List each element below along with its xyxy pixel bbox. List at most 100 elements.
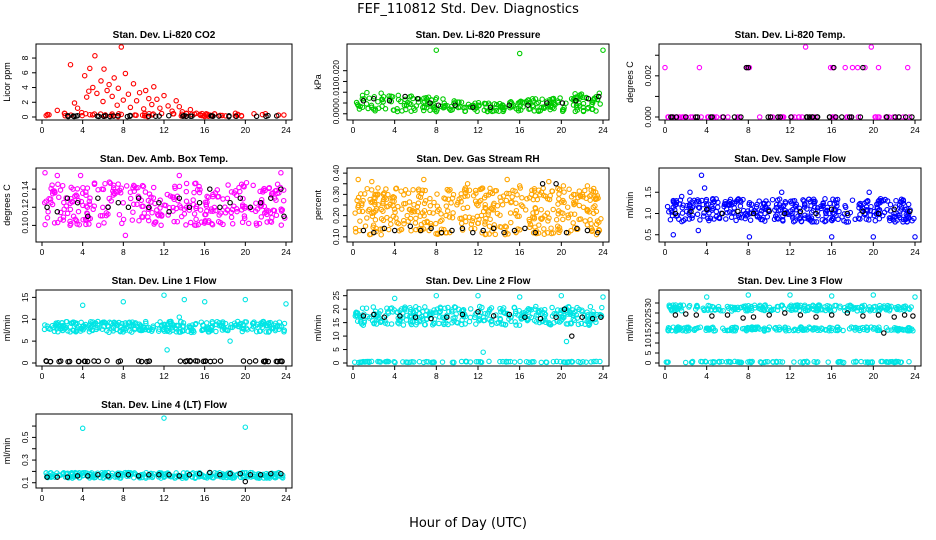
data-point [567,309,573,316]
data-point [242,296,249,303]
data-point [539,181,546,187]
data-point [587,303,594,310]
data-point [719,358,725,365]
data-point [716,359,723,365]
data-point [412,314,419,320]
data-point [805,307,811,313]
x-tick-label: 8 [121,247,126,257]
data-point [207,327,214,333]
data-point [110,328,117,334]
data-point [732,306,738,313]
data-point [504,176,510,183]
data-point [875,198,882,204]
data-point [526,218,533,225]
data-point [532,229,539,236]
data-point [165,103,171,109]
data-point [538,206,544,213]
data-point [563,338,570,345]
data-point [828,293,835,299]
data-point [145,113,152,119]
data-point [352,210,358,216]
x-tick-label: 0 [663,247,668,257]
data-point [585,95,592,102]
data-point [887,201,894,208]
data-point [176,473,183,479]
data-point [146,358,152,364]
data-point [462,358,469,365]
data-point [197,186,203,193]
data-point [187,358,193,365]
data-point [140,203,146,210]
data-point [278,208,285,214]
data-point [146,474,152,480]
data-point [808,215,815,221]
data-point [870,234,877,240]
data-point [770,359,776,365]
x-tick-label: 8 [121,493,126,503]
data-point [905,201,912,208]
data-point [127,189,134,195]
data-point [170,111,177,117]
data-point [682,359,689,366]
data-point [854,308,860,314]
data-point [373,206,380,212]
data-point [525,309,532,315]
data-point [377,308,384,314]
data-point [414,319,420,326]
data-point [400,322,407,328]
data-point [135,195,142,201]
data-point [748,303,755,310]
data-point [254,206,261,212]
x-tick-label: 20 [557,371,567,381]
data-point [433,220,439,227]
data-point [797,208,804,215]
data-point [481,107,488,113]
data-point [498,224,505,230]
data-point [391,295,398,302]
data-point [487,107,493,113]
data-point [467,314,474,321]
data-point [427,100,433,106]
data-point [834,196,841,203]
data-point [225,182,231,188]
data-point [433,47,440,53]
data-point [791,359,797,365]
data-point [450,191,457,198]
data-point [86,198,93,205]
data-point [209,220,215,227]
data-point [443,212,449,219]
data-point [559,106,566,113]
data-point [226,113,232,120]
data-point [538,216,545,222]
plot-frame [346,289,610,367]
series-cyan [43,415,286,481]
data-point [714,204,721,210]
x-tick-label: 12 [473,125,483,135]
data-point [67,206,74,213]
data-point [839,114,845,120]
data-point [380,200,386,207]
data-point [485,209,492,215]
data-point [353,99,360,106]
data-point [263,474,270,480]
data-point [570,310,576,317]
data-point [385,309,391,315]
data-point [856,201,862,208]
data-point [391,198,397,205]
data-point [666,302,672,309]
data-point [506,102,513,108]
data-point [241,215,248,222]
data-point [538,189,545,195]
data-point [122,232,129,239]
data-point [110,192,117,198]
data-point [553,314,559,320]
data-point [906,114,913,120]
data-point [461,105,467,111]
x-tick-label: 20 [241,371,251,381]
data-point [701,185,708,191]
data-point [193,205,199,212]
data-point [782,326,789,332]
data-point [463,187,469,193]
data-point [253,113,260,120]
data-point [430,320,437,327]
